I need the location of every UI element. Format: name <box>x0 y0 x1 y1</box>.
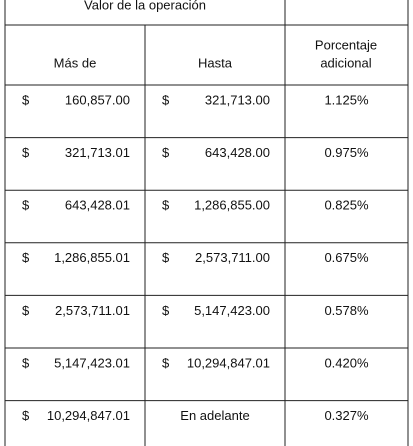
amount: 643,428.01 <box>65 198 130 213</box>
cell-text: 0.420% <box>324 355 369 370</box>
currency-symbol: $ <box>162 250 170 265</box>
amount: 10,294,847.01 <box>187 355 270 370</box>
amount: 5,147,423.00 <box>194 303 270 318</box>
amount: 5,147,423.01 <box>54 355 130 370</box>
currency-symbol: $ <box>162 92 170 107</box>
column-header: Porcentaje <box>315 37 377 52</box>
amount: 1,286,855.01 <box>54 250 130 265</box>
currency-symbol: $ <box>22 355 30 370</box>
cell-text: 0.675% <box>324 250 369 265</box>
currency-symbol: $ <box>22 408 30 423</box>
group-header: Valor de la operación <box>84 0 206 12</box>
cell-text: 0.327% <box>324 408 369 423</box>
amount: 10,294,847.01 <box>47 408 130 423</box>
cell-text: 0.825% <box>324 198 369 213</box>
cell-text: 1.125% <box>324 92 369 107</box>
cell-text: 0.578% <box>324 303 369 318</box>
column-header: adicional <box>320 55 371 70</box>
currency-symbol: $ <box>162 198 170 213</box>
currency-symbol: $ <box>162 303 170 318</box>
amount: 643,428.00 <box>205 145 270 160</box>
column-header: Hasta <box>198 55 233 70</box>
amount: 321,713.00 <box>205 92 270 107</box>
currency-symbol: $ <box>162 355 170 370</box>
currency-symbol: $ <box>22 303 30 318</box>
amount: 2,573,711.00 <box>195 250 270 265</box>
currency-symbol: $ <box>22 198 30 213</box>
currency-symbol: $ <box>22 92 30 107</box>
column-header: Más de <box>54 55 97 70</box>
currency-symbol: $ <box>162 145 170 160</box>
currency-symbol: $ <box>22 250 30 265</box>
cell-text: 0.975% <box>324 145 369 160</box>
amount: 2,573,711.01 <box>55 303 130 318</box>
amount: 160,857.00 <box>65 92 130 107</box>
cell-text: En adelante <box>180 408 249 423</box>
amount: 1,286,855.00 <box>194 198 270 213</box>
amount: 321,713.01 <box>65 145 130 160</box>
currency-symbol: $ <box>22 145 30 160</box>
